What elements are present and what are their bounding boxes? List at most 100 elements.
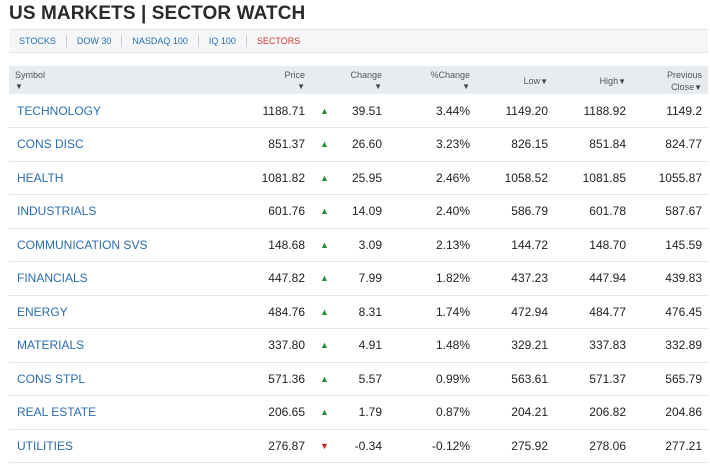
table-row: TECHNOLOGY 1188.71 ▲ 39.51 3.44% 1149.20 1188.… [9,94,708,128]
col-high[interactable]: High▼ [554,66,632,94]
up-arrow-icon: ▲ [320,139,329,150]
col-arrow-spacer [311,66,338,94]
prev-close-cell: 476.45 [665,304,702,319]
prev-close-cell: 332.89 [665,338,702,353]
price-cell: 851.37 [268,137,305,152]
high-cell: 1188.92 [583,103,627,118]
tab-iq-100[interactable]: IQ 100 [199,35,247,47]
up-arrow-icon: ▲ [320,407,329,418]
prev-close-cell: 565.79 [665,371,702,386]
low-cell: 826.15 [511,137,548,152]
high-cell: 601.78 [589,204,626,219]
change-cell: 4.91 [358,338,382,353]
col-price-label: Price [284,70,305,80]
sort-down-icon[interactable]: ▼ [618,77,626,86]
low-cell: 437.23 [511,271,548,286]
table-row: HEALTH 1081.82 ▲ 25.95 2.46% 1058.52 1081.85 10… [9,161,708,195]
sector-link[interactable]: TECHNOLOGY [17,103,102,118]
prev-close-cell: 824.77 [665,137,702,152]
table-row: CONS STPL 571.36 ▲ 5.57 0.99% 563.61 571.37 565… [9,362,708,396]
prev-close-cell: 1149.2 [666,103,702,118]
price-cell: 601.76 [268,204,305,219]
prev-close-cell: 145.59 [665,237,702,252]
sort-down-icon[interactable]: ▼ [694,83,702,92]
up-arrow-icon: ▲ [320,206,329,217]
sector-link[interactable]: ENERGY [17,304,68,319]
tab-dow-30[interactable]: DOW 30 [67,35,123,47]
table-row: INDUSTRIALS 601.76 ▲ 14.09 2.40% 586.79 601.78… [9,195,708,228]
high-cell: 1081.85 [582,170,626,185]
sort-down-icon[interactable]: ▼ [462,82,470,91]
col-pct-change-label: %Change [430,70,470,80]
high-cell: 484.77 [589,304,626,319]
up-arrow-icon: ▲ [320,172,329,183]
col-symbol-label: Symbol [15,70,46,80]
sector-table: Symbol ▼ Price ▼ Change ▼ %Change ▼ Low▼… [9,66,708,463]
sector-link[interactable]: INDUSTRIALS [17,204,97,219]
change-cell: 5.57 [358,371,382,386]
low-cell: 1149.20 [505,103,549,118]
change-cell: 25.95 [351,170,382,185]
pct-change-cell: 0.99% [435,371,470,386]
sector-link[interactable]: CONS DISC [17,137,84,152]
table-row: COMMUNICATION SVS 148.68 ▲ 3.09 2.13% 144.72 1… [9,228,708,262]
high-cell: 278.06 [589,438,626,453]
table-row: UTILITIES 276.87 ▼ -0.34 -0.12% 275.92 278.06 2… [9,429,708,463]
table-row: REAL ESTATE 206.65 ▲ 1.79 0.87% 204.21 206.82 2… [9,396,708,429]
sort-down-icon[interactable]: ▼ [297,82,305,91]
col-high-label: High [599,76,619,86]
sort-down-icon[interactable]: ▼ [15,82,23,91]
col-prev-label-2: Close [671,82,695,92]
change-cell: 1.79 [358,405,382,420]
table-header-row: Symbol ▼ Price ▼ Change ▼ %Change ▼ Low▼… [9,66,708,94]
sector-link[interactable]: REAL ESTATE [17,405,97,420]
up-arrow-icon: ▲ [320,340,329,351]
change-cell: 8.31 [358,304,382,319]
high-cell: 337.83 [589,338,626,353]
sector-link[interactable]: CONS STPL [17,371,86,386]
pct-change-cell: 1.74% [435,304,470,319]
pct-change-cell: 2.46% [435,170,470,185]
low-cell: 329.21 [511,338,548,353]
col-price[interactable]: Price ▼ [241,66,311,94]
high-cell: 447.94 [589,271,626,286]
sector-link[interactable]: HEALTH [17,170,64,185]
col-low[interactable]: Low▼ [476,66,554,94]
pct-change-cell: 1.48% [435,338,470,353]
low-cell: 275.92 [511,438,548,453]
col-symbol[interactable]: Symbol ▼ [9,66,241,94]
prev-close-cell: 204.86 [665,405,702,420]
col-previous-close[interactable]: Previous Close▼ [632,66,708,94]
change-cell: 7.99 [358,271,382,286]
price-cell: 148.68 [268,237,305,252]
col-change[interactable]: Change ▼ [338,66,388,94]
pct-change-cell: 0.87% [435,405,470,420]
price-cell: 571.36 [268,371,305,386]
up-arrow-icon: ▲ [320,105,329,116]
sector-link[interactable]: MATERIALS [17,338,85,353]
tab-nasdaq-100[interactable]: NASDAQ 100 [122,35,199,47]
price-cell: 1188.71 [262,103,306,118]
pct-change-cell: 2.40% [435,204,470,219]
sector-link[interactable]: FINANCIALS [17,271,88,286]
sort-down-icon[interactable]: ▼ [374,82,382,91]
col-prev-label-1: Previous [666,70,702,80]
sector-link[interactable]: UTILITIES [17,438,74,453]
low-cell: 472.94 [511,304,548,319]
table-row: CONS DISC 851.37 ▲ 26.60 3.23% 826.15 851.84 82… [9,128,708,161]
tab-sectors[interactable]: SECTORS [256,36,301,46]
sort-down-icon[interactable]: ▼ [540,77,548,86]
sector-link[interactable]: COMMUNICATION SVS [17,237,148,252]
col-pct-change[interactable]: %Change ▼ [388,66,476,94]
change-cell: 26.60 [351,137,382,152]
price-cell: 447.82 [268,271,305,286]
pct-change-cell: 3.23% [435,137,470,152]
table-row: MATERIALS 337.80 ▲ 4.91 1.48% 329.21 337.83 332… [9,329,708,362]
low-cell: 1058.52 [504,170,548,185]
price-cell: 206.65 [268,405,305,420]
down-arrow-icon: ▼ [320,440,329,451]
col-change-label: Change [350,70,382,80]
tab-stocks[interactable]: STOCKS [9,35,67,47]
pct-change-cell: -0.12% [431,438,470,453]
prev-close-cell: 1055.87 [658,170,702,185]
